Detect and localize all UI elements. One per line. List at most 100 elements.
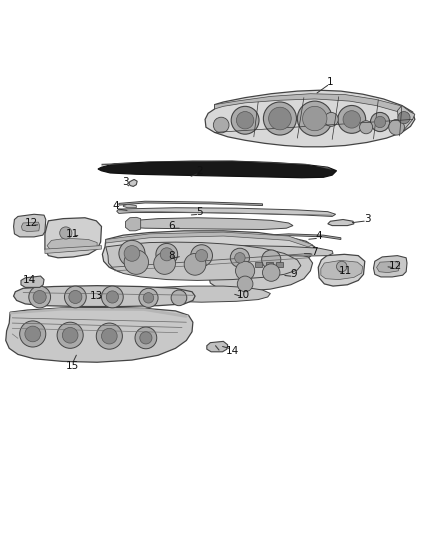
Text: 7: 7 xyxy=(311,247,318,257)
Circle shape xyxy=(237,276,253,292)
Polygon shape xyxy=(117,208,336,216)
Circle shape xyxy=(62,327,78,343)
Circle shape xyxy=(268,107,291,130)
Circle shape xyxy=(140,332,152,344)
Circle shape xyxy=(106,291,118,303)
Polygon shape xyxy=(207,341,228,352)
Circle shape xyxy=(230,248,250,268)
Polygon shape xyxy=(14,286,195,306)
Polygon shape xyxy=(266,262,273,268)
Text: 3: 3 xyxy=(364,214,370,224)
Polygon shape xyxy=(21,276,44,287)
Circle shape xyxy=(336,261,347,272)
Text: 8: 8 xyxy=(168,252,174,262)
Polygon shape xyxy=(267,234,341,239)
Circle shape xyxy=(191,245,212,266)
Text: 1: 1 xyxy=(327,77,333,86)
Text: 15: 15 xyxy=(66,361,79,371)
Text: 4: 4 xyxy=(316,231,322,241)
Polygon shape xyxy=(98,161,336,177)
Text: 14: 14 xyxy=(226,346,239,357)
Circle shape xyxy=(371,112,390,132)
Circle shape xyxy=(143,293,154,303)
Polygon shape xyxy=(129,180,137,187)
Text: 11: 11 xyxy=(339,266,352,276)
Polygon shape xyxy=(212,246,333,256)
Circle shape xyxy=(195,249,208,262)
Circle shape xyxy=(20,321,46,347)
Circle shape xyxy=(236,261,254,280)
Circle shape xyxy=(324,112,338,126)
Text: 12: 12 xyxy=(25,218,39,228)
Text: 11: 11 xyxy=(66,229,79,239)
Polygon shape xyxy=(102,161,332,170)
Polygon shape xyxy=(106,232,313,247)
Circle shape xyxy=(119,240,145,266)
Circle shape xyxy=(60,227,72,239)
Polygon shape xyxy=(395,106,415,133)
Polygon shape xyxy=(10,308,188,318)
Circle shape xyxy=(29,286,50,308)
Circle shape xyxy=(338,106,366,133)
Circle shape xyxy=(360,120,373,134)
Circle shape xyxy=(102,286,123,308)
Circle shape xyxy=(263,102,297,135)
Circle shape xyxy=(102,328,117,344)
Circle shape xyxy=(154,253,176,274)
Polygon shape xyxy=(6,308,193,362)
Circle shape xyxy=(124,246,140,261)
Text: 3: 3 xyxy=(122,176,129,187)
Circle shape xyxy=(398,111,410,124)
Circle shape xyxy=(69,290,82,303)
Polygon shape xyxy=(321,261,363,279)
Circle shape xyxy=(33,290,46,303)
Text: 5: 5 xyxy=(196,207,203,217)
Polygon shape xyxy=(328,220,354,225)
Circle shape xyxy=(135,327,157,349)
Polygon shape xyxy=(119,201,262,206)
Polygon shape xyxy=(127,218,293,230)
Polygon shape xyxy=(318,254,365,286)
Circle shape xyxy=(297,101,332,136)
Circle shape xyxy=(213,117,229,133)
Polygon shape xyxy=(106,242,301,280)
Polygon shape xyxy=(276,262,283,268)
Polygon shape xyxy=(374,256,407,277)
Polygon shape xyxy=(47,238,97,251)
Polygon shape xyxy=(14,214,46,237)
Polygon shape xyxy=(377,261,399,272)
Circle shape xyxy=(261,250,281,269)
Circle shape xyxy=(57,322,83,349)
Polygon shape xyxy=(125,217,141,231)
Circle shape xyxy=(184,254,206,275)
Text: 12: 12 xyxy=(389,261,402,271)
Polygon shape xyxy=(149,286,270,302)
Polygon shape xyxy=(123,204,136,208)
Circle shape xyxy=(231,107,259,134)
Circle shape xyxy=(343,111,360,128)
Text: 4: 4 xyxy=(112,201,119,212)
Circle shape xyxy=(235,253,245,263)
Text: 9: 9 xyxy=(290,269,297,279)
Circle shape xyxy=(96,323,122,349)
Polygon shape xyxy=(205,90,415,147)
Polygon shape xyxy=(215,94,413,116)
Polygon shape xyxy=(208,249,313,291)
Circle shape xyxy=(25,326,41,342)
Circle shape xyxy=(171,290,187,305)
Text: 2: 2 xyxy=(196,166,203,176)
Polygon shape xyxy=(102,231,315,276)
Circle shape xyxy=(262,264,280,281)
Circle shape xyxy=(124,250,148,274)
Circle shape xyxy=(156,244,178,265)
Polygon shape xyxy=(21,222,40,232)
Circle shape xyxy=(237,111,254,129)
Circle shape xyxy=(374,116,386,128)
Text: 13: 13 xyxy=(90,291,103,301)
Circle shape xyxy=(160,248,173,261)
Circle shape xyxy=(389,119,404,135)
Text: 10: 10 xyxy=(237,290,250,300)
Polygon shape xyxy=(45,246,102,254)
Polygon shape xyxy=(254,262,261,268)
Text: 14: 14 xyxy=(23,274,36,285)
